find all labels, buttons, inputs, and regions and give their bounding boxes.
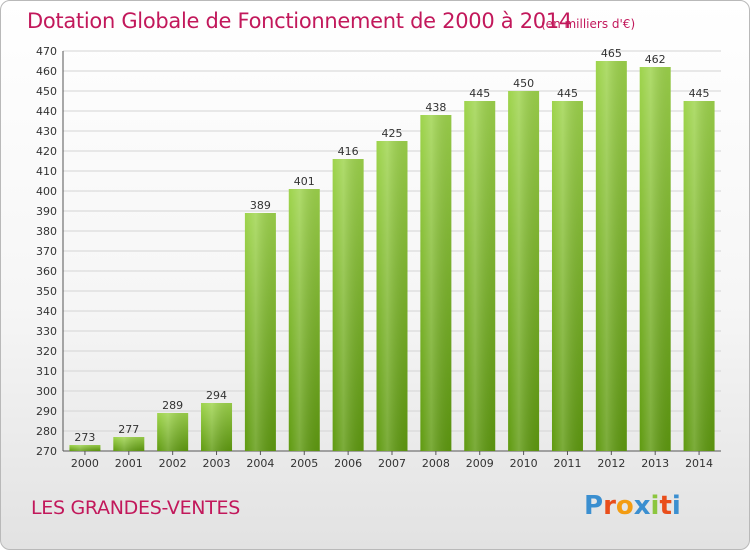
x-tick-label: 2008 (422, 457, 450, 470)
data-label: 401 (294, 175, 315, 188)
x-tick-label: 2005 (290, 457, 318, 470)
logo-letter: t (659, 491, 672, 521)
data-label: 462 (645, 53, 666, 66)
y-tick-label: 360 (36, 265, 57, 278)
bar-shine (332, 159, 364, 451)
x-tick-label: 2009 (466, 457, 494, 470)
logo-letter: i (650, 491, 660, 521)
y-tick-label: 420 (36, 145, 57, 158)
bar-shine (113, 437, 145, 451)
chart-unit: (en milliers d'€) (541, 17, 636, 31)
y-tick-label: 470 (36, 45, 57, 58)
x-tick-label: 2003 (203, 457, 231, 470)
bar-shine (69, 445, 101, 451)
x-tick-label: 2004 (246, 457, 274, 470)
y-tick-label: 310 (36, 365, 57, 378)
bar-shine (683, 101, 715, 451)
bar-shine (464, 101, 496, 451)
bar-shine (244, 213, 276, 451)
data-label: 445 (469, 87, 490, 100)
y-tick-label: 280 (36, 425, 57, 438)
data-label: 273 (74, 431, 95, 444)
data-label: 445 (557, 87, 578, 100)
x-tick-label: 2012 (597, 457, 625, 470)
y-tick-label: 340 (36, 305, 57, 318)
data-label: 416 (338, 145, 359, 158)
y-tick-label: 380 (36, 225, 57, 238)
data-label: 294 (206, 389, 227, 402)
x-tick-label: 2007 (378, 457, 406, 470)
y-tick-label: 430 (36, 125, 57, 138)
y-tick-label: 390 (36, 205, 57, 218)
y-tick-label: 410 (36, 165, 57, 178)
logo-letter: o (615, 491, 634, 521)
data-label: 425 (382, 127, 403, 140)
data-label: 289 (162, 399, 183, 412)
data-label: 445 (689, 87, 710, 100)
y-tick-label: 300 (36, 385, 57, 398)
x-tick-label: 2000 (71, 457, 99, 470)
x-tick-label: 2001 (115, 457, 143, 470)
bar-shine (551, 101, 583, 451)
y-tick-label: 270 (36, 445, 57, 458)
bar-shine (376, 141, 408, 451)
bar-shine (639, 67, 671, 451)
logo-letter: P (584, 491, 604, 521)
data-label: 277 (118, 423, 139, 436)
bar-shine (201, 403, 233, 451)
y-tick-label: 460 (36, 65, 57, 78)
x-tick-label: 2010 (510, 457, 538, 470)
data-label: 465 (601, 47, 622, 60)
y-tick-label: 400 (36, 185, 57, 198)
data-label: 438 (425, 101, 446, 114)
x-tick-label: 2002 (159, 457, 187, 470)
chart-title: Dotation Globale de Fonctionnement de 20… (27, 9, 572, 33)
y-tick-label: 330 (36, 325, 57, 338)
bar-shine (508, 91, 540, 451)
bar-shine (420, 115, 452, 451)
y-tick-label: 350 (36, 285, 57, 298)
commune-name: LES GRANDES-VENTES (31, 497, 240, 519)
y-tick-label: 370 (36, 245, 57, 258)
x-tick-label: 2006 (334, 457, 362, 470)
y-tick-label: 320 (36, 345, 57, 358)
y-tick-label: 290 (36, 405, 57, 418)
data-label: 389 (250, 199, 271, 212)
logo-letter: x (633, 491, 651, 521)
logo-letter: r (603, 491, 616, 521)
x-tick-label: 2011 (553, 457, 581, 470)
bar-shine (157, 413, 189, 451)
x-tick-label: 2014 (685, 457, 713, 470)
x-tick-label: 2013 (641, 457, 669, 470)
bar-shine (595, 61, 627, 451)
y-tick-label: 440 (36, 105, 57, 118)
logo-letter: i (671, 491, 681, 521)
y-tick-label: 450 (36, 85, 57, 98)
proxiti-logo: Proxiti (584, 491, 681, 521)
bar-shine (288, 189, 320, 451)
data-label: 450 (513, 77, 534, 90)
